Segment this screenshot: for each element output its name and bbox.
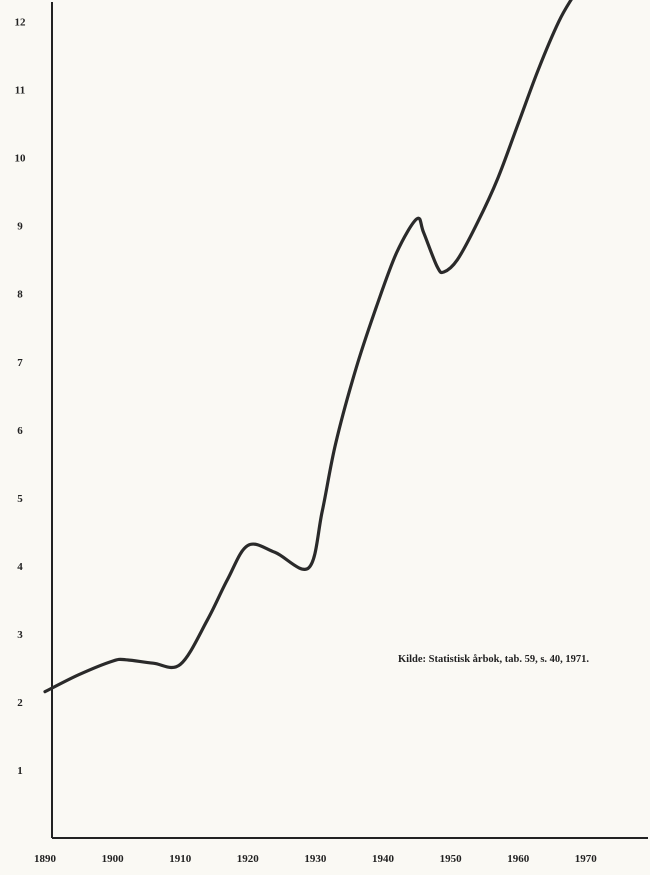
y-tick-label: 10 [15,153,27,165]
x-tick-label: 1960 [507,853,530,865]
axes [51,2,648,839]
source-annotation: Kilde: Statistisk årbok, tab. 59, s. 40,… [398,654,589,665]
y-tick-label: 3 [17,629,23,641]
x-tick-label: 1950 [440,853,463,865]
y-tick-label: 4 [17,561,23,573]
y-tick-label: 6 [17,425,23,437]
y-tick-label: 9 [17,221,23,233]
x-tick-label: 1920 [237,853,260,865]
x-tick-label: 1930 [304,853,327,865]
x-axis-ticks: 1890 1900 1910 1920 1930 1940 1950 1960 1970 [34,853,597,865]
x-tick-label: 1940 [372,853,395,865]
x-tick-label: 1970 [575,853,598,865]
x-tick-label: 1890 [34,853,57,865]
x-tick-label: 1910 [169,853,192,865]
y-tick-label: 8 [17,289,23,301]
x-tick-label: 1900 [102,853,125,865]
y-tick-label: 5 [17,493,23,505]
y-tick-label: 2 [17,697,23,709]
y-tick-label: 11 [15,85,25,97]
series-line [43,0,573,694]
y-tick-label: 7 [17,357,23,369]
y-tick-label: 1 [17,765,23,777]
series-layer [43,0,573,694]
y-tick-label: 12 [15,17,27,29]
